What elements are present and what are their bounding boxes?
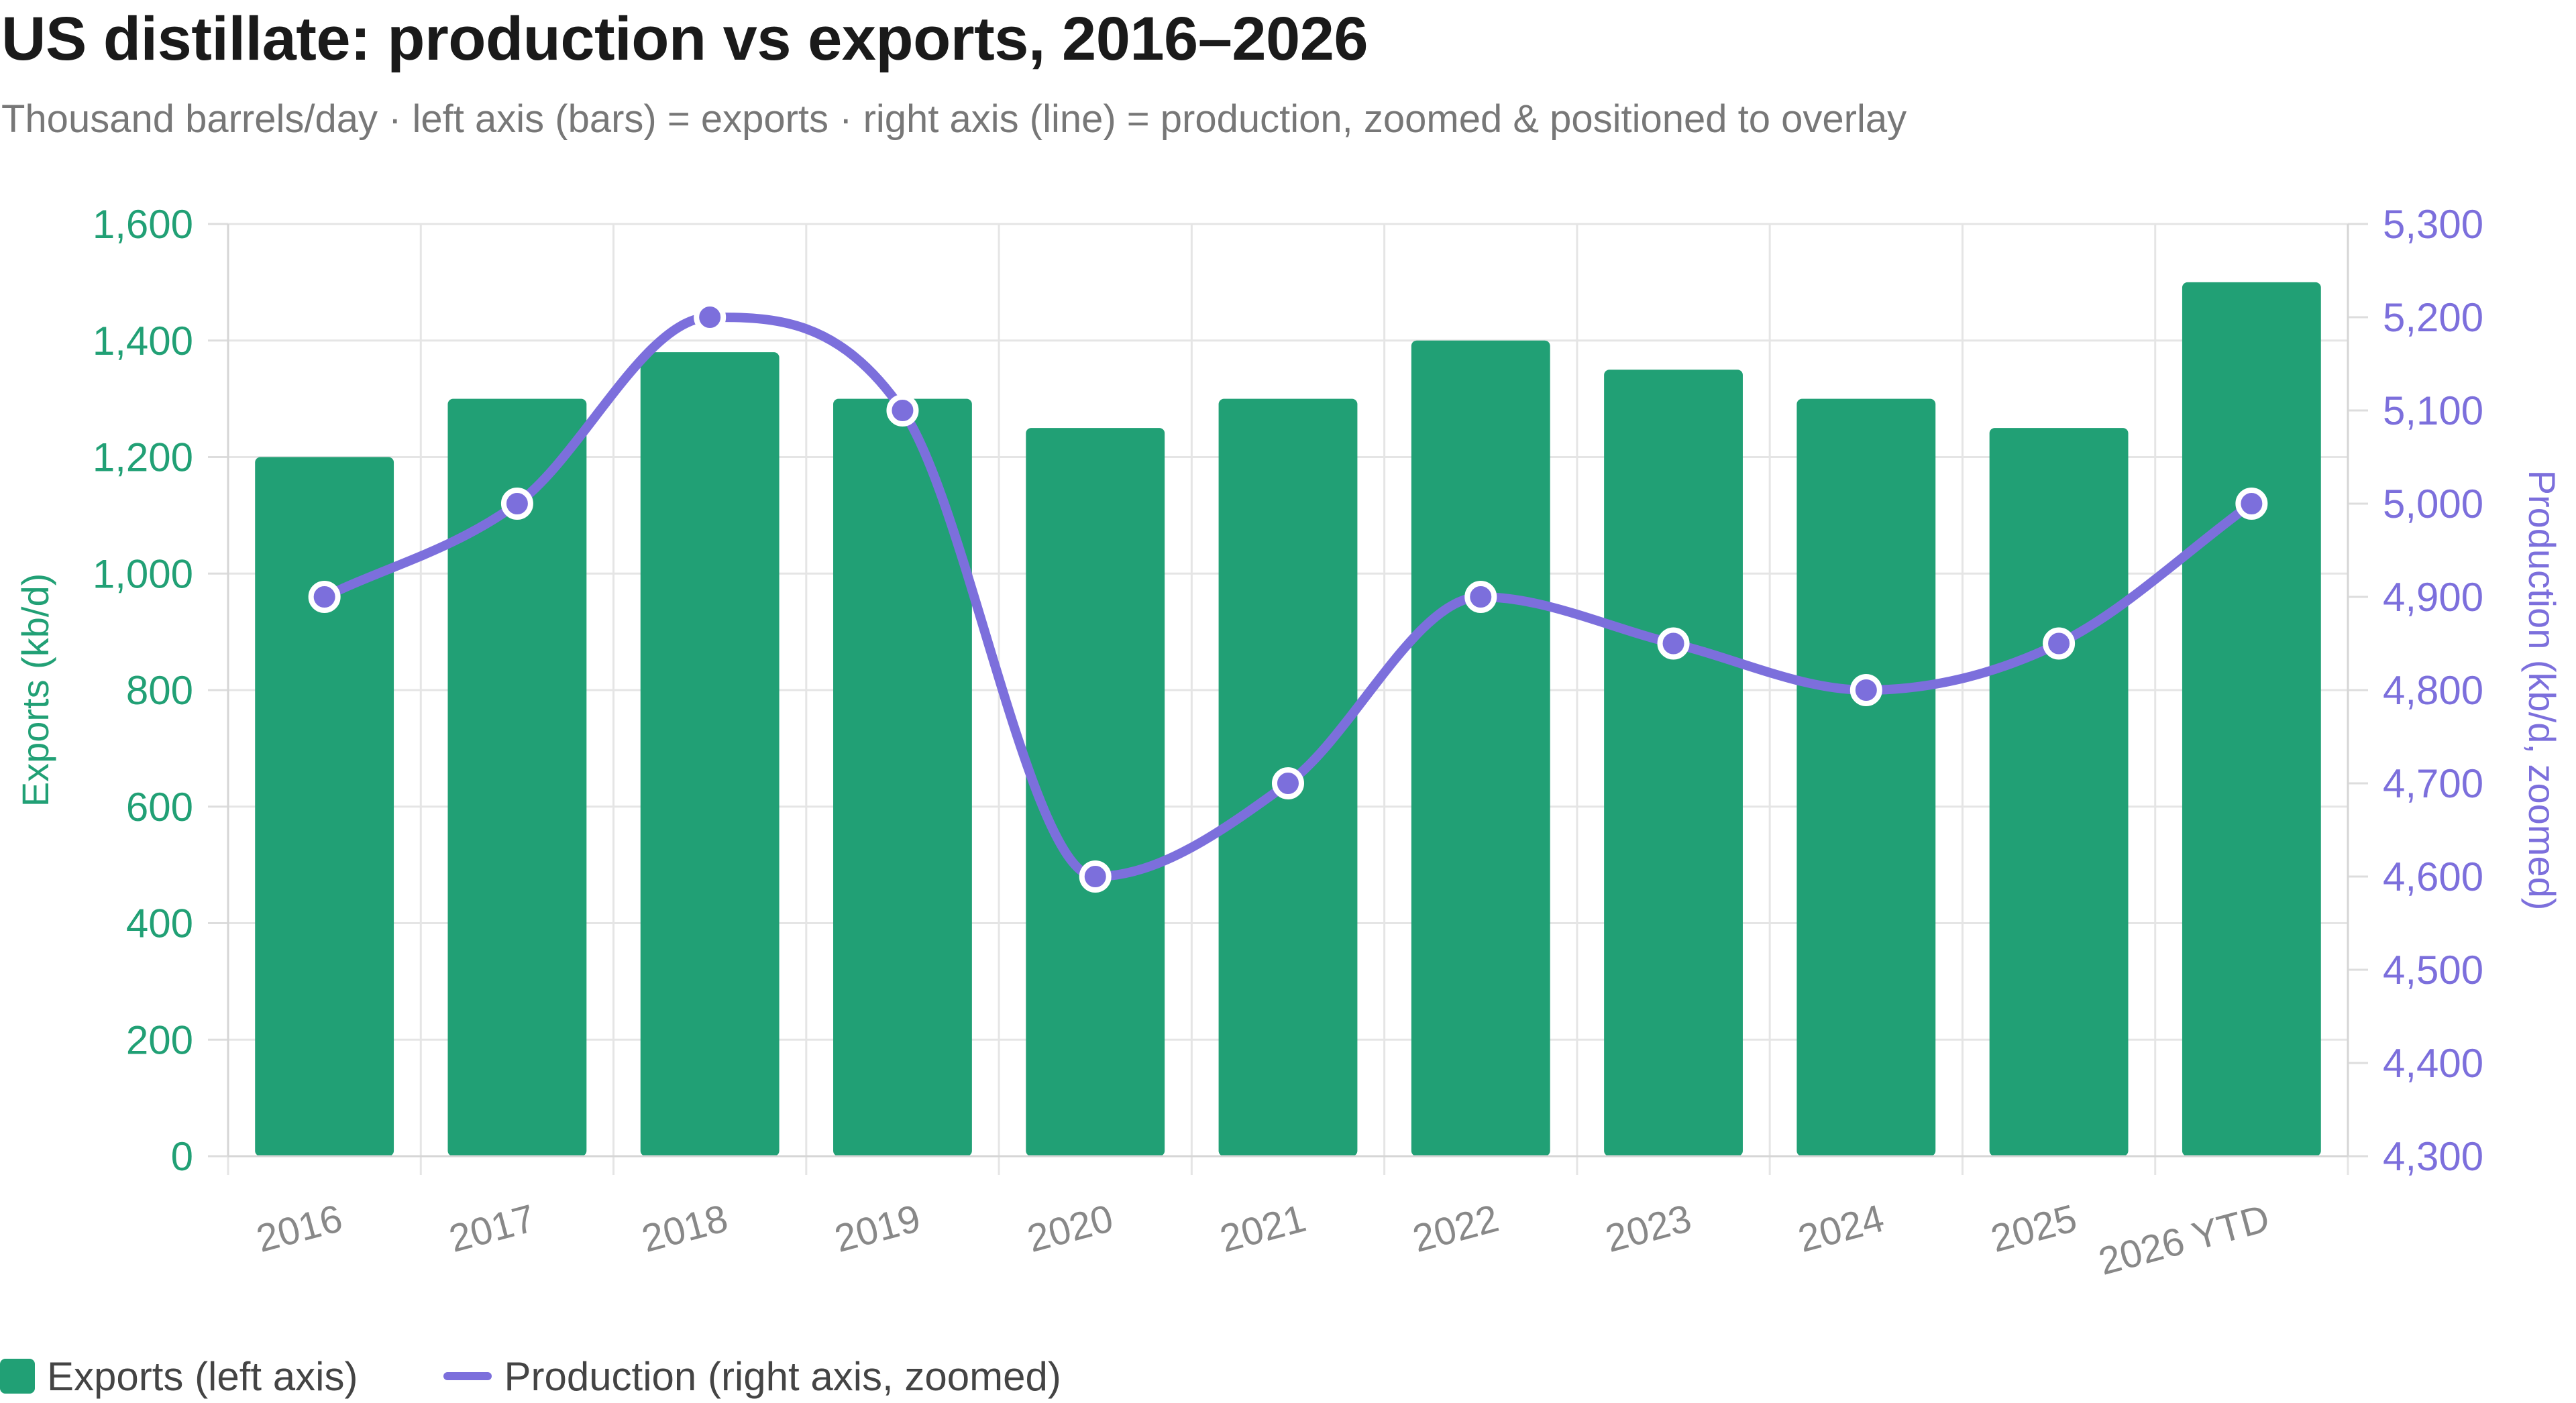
chart-subtitle: Thousand barrels/day · left axis (bars) … xyxy=(1,97,1907,141)
left-tick-label: 400 xyxy=(126,901,193,946)
exports-swatch xyxy=(0,1359,35,1394)
left-tick-label: 600 xyxy=(126,785,193,830)
left-tick-label: 1,000 xyxy=(93,551,193,596)
production-point xyxy=(2043,627,2076,660)
x-tick-label: 2016 xyxy=(252,1196,347,1261)
production-point xyxy=(1657,627,1690,660)
right-tick-label: 4,700 xyxy=(2383,761,2483,806)
production-swatch xyxy=(443,1372,492,1380)
x-tick-label: 2020 xyxy=(1023,1196,1118,1261)
left-axis-title: Exports (kb/d) xyxy=(14,573,56,807)
x-tick-label: 2022 xyxy=(1408,1196,1503,1261)
x-tick-label: 2024 xyxy=(1794,1196,1888,1261)
right-axis-title: Production (kb/d, zoomed) xyxy=(2521,470,2563,911)
left-tick-label: 1,200 xyxy=(93,435,193,480)
production-point xyxy=(1079,860,1112,893)
left-tick-label: 1,600 xyxy=(93,202,193,247)
legend-label-production: Production (right axis, zoomed) xyxy=(504,1353,1061,1399)
x-tick-label: 2017 xyxy=(445,1196,539,1261)
exports-bar xyxy=(2182,282,2321,1156)
left-tick-label: 200 xyxy=(126,1017,193,1062)
axes xyxy=(208,223,2368,1158)
x-tick-label: 2019 xyxy=(830,1196,924,1261)
exports-bar xyxy=(1796,398,1936,1156)
legend-label-exports: Exports (left axis) xyxy=(47,1353,358,1399)
right-tick-label: 5,300 xyxy=(2383,202,2483,247)
production-point xyxy=(886,394,919,427)
production-point xyxy=(1272,767,1304,799)
right-tick-label: 4,900 xyxy=(2383,575,2483,620)
right-tick-label: 5,000 xyxy=(2383,482,2483,526)
right-tick-label: 5,200 xyxy=(2383,295,2483,340)
exports-bar xyxy=(1989,428,2129,1156)
exports-bar xyxy=(1026,428,1165,1156)
exports-bars xyxy=(255,282,2321,1156)
production-point xyxy=(694,301,727,333)
production-line-path xyxy=(319,313,2257,881)
right-tick-label: 4,400 xyxy=(2383,1041,2483,1086)
production-line xyxy=(308,301,2268,893)
left-tick-label: 1,400 xyxy=(93,319,193,363)
exports-bar xyxy=(833,398,972,1156)
legend-item-production[interactable]: Production (right axis, zoomed) xyxy=(443,1353,1061,1400)
right-tick-label: 4,300 xyxy=(2383,1134,2483,1179)
production-point xyxy=(1464,581,1497,613)
exports-bar xyxy=(640,352,780,1156)
production-point xyxy=(2235,488,2268,520)
right-tick-label: 5,100 xyxy=(2383,388,2483,433)
x-tick-label: 2021 xyxy=(1216,1196,1310,1261)
chart-title: US distillate: production vs exports, 20… xyxy=(1,5,1368,73)
x-tick-label: 2025 xyxy=(1986,1196,2081,1261)
legend-item-exports[interactable]: Exports (left axis) xyxy=(0,1353,358,1400)
production-point xyxy=(1849,674,1882,706)
exports-bar xyxy=(1604,370,1743,1156)
exports-bar xyxy=(255,457,394,1156)
exports-bar xyxy=(1411,340,1550,1156)
production-point xyxy=(308,581,341,613)
production-point xyxy=(500,488,533,520)
right-tick-label: 4,500 xyxy=(2383,948,2483,993)
x-tick-label: 2026 YTD xyxy=(2094,1196,2274,1284)
right-tick-label: 4,800 xyxy=(2383,668,2483,713)
x-tick-label: 2023 xyxy=(1601,1196,1695,1261)
right-tick-label: 4,600 xyxy=(2383,854,2483,899)
chart-legend: Exports (left axis) Production (right ax… xyxy=(0,1349,1147,1403)
left-tick-label: 800 xyxy=(126,668,193,713)
chart-plot: 0 200 400 600 800 1,000 1,200 1,400 1,600 4,300 4,… xyxy=(14,202,2563,1284)
axis-labels: 0 200 400 600 800 1,000 1,200 1,400 1,600 4,300 4,… xyxy=(14,202,2563,1284)
exports-bar xyxy=(447,398,587,1156)
left-tick-label: 0 xyxy=(171,1134,193,1179)
x-tick-label: 2018 xyxy=(637,1196,732,1261)
